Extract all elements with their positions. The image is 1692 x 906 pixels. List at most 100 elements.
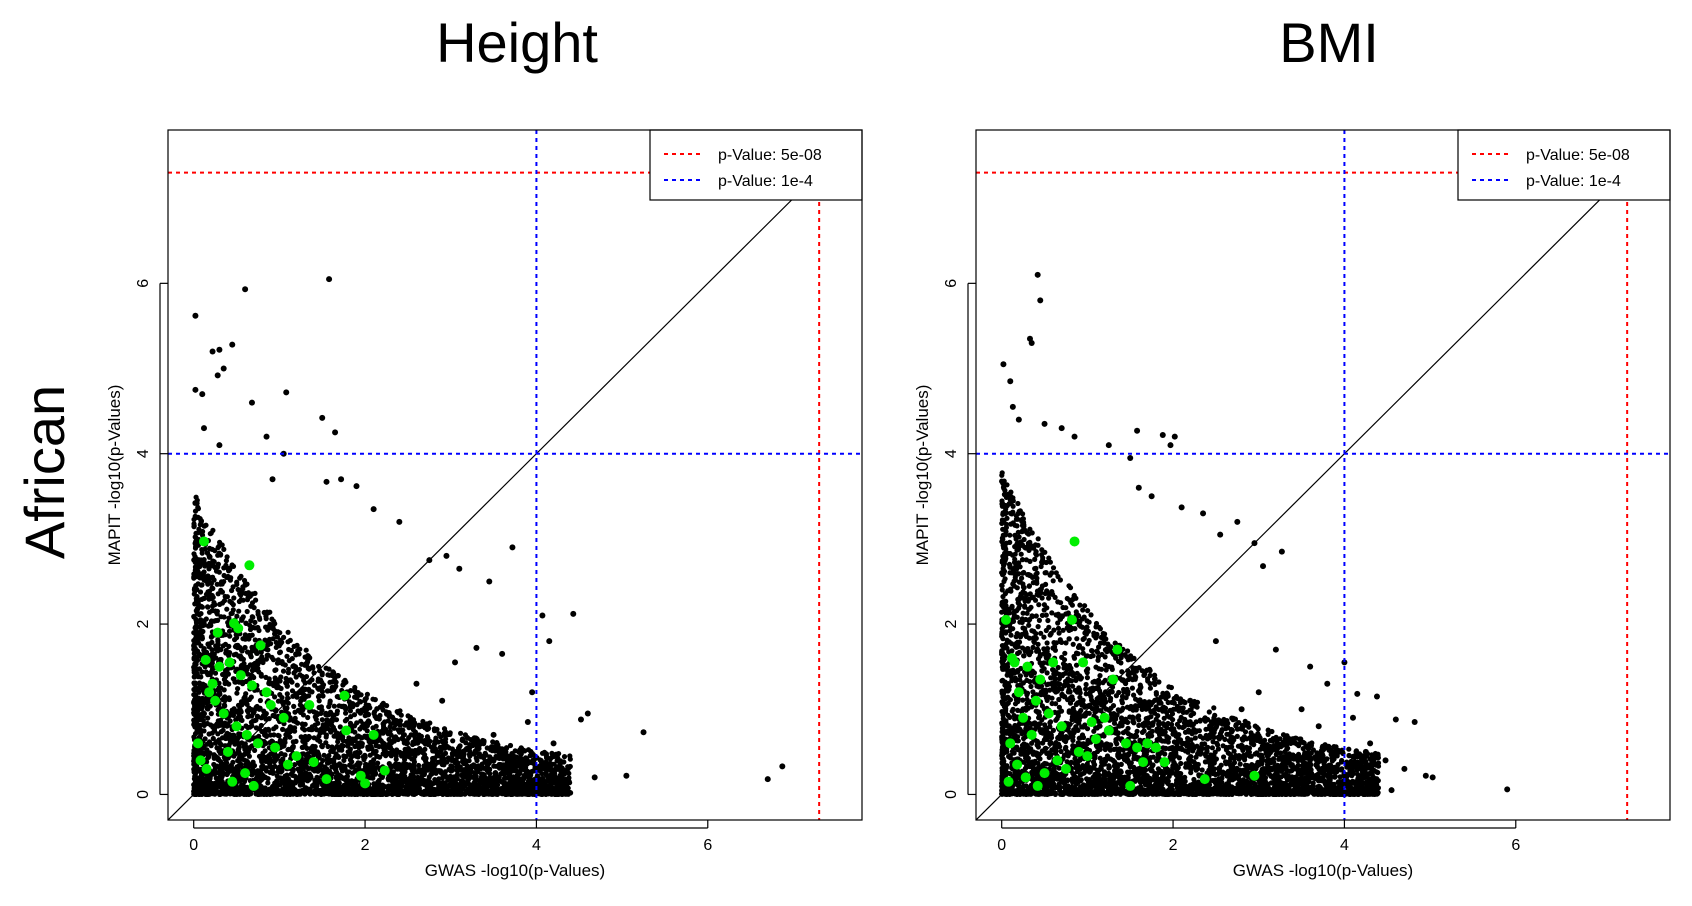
cloud-point: [218, 722, 224, 728]
cloud-point: [402, 787, 408, 794]
cloud-point: [1125, 648, 1131, 654]
cloud-point: [262, 788, 269, 794]
cloud-point: [249, 673, 255, 679]
cloud-point: [302, 662, 308, 668]
cloud-point: [209, 608, 215, 614]
cloud-point: [530, 777, 536, 783]
cloud-point: [375, 779, 381, 785]
cloud-point: [390, 769, 396, 775]
cloud-point: [518, 787, 524, 793]
cloud-point: [538, 758, 544, 764]
cloud-point: [316, 754, 322, 760]
cloud-point: [465, 735, 471, 741]
cloud-point: [342, 705, 348, 711]
cloud-point: [323, 734, 329, 740]
cloud-point: [236, 731, 242, 737]
cloud-point: [422, 725, 428, 731]
cloud-point: [320, 693, 326, 699]
cloud-point: [225, 565, 231, 572]
cloud-point: [479, 764, 485, 770]
cloud-point: [191, 699, 197, 705]
cloud-point: [230, 602, 236, 608]
cloud-point: [208, 711, 214, 717]
cloud-point: [235, 758, 241, 764]
cloud-point: [199, 550, 205, 556]
cloud-point: [543, 751, 550, 757]
cloud-point: [233, 632, 239, 638]
cloud-point: [527, 753, 533, 759]
cloud-point: [391, 791, 397, 797]
cloud-point: [253, 791, 259, 797]
cloud-point: [449, 756, 455, 762]
cloud-point: [401, 766, 407, 772]
cloud-point: [206, 553, 212, 559]
cloud-point: [284, 679, 290, 686]
cloud-point: [402, 778, 408, 784]
highlight-point: [341, 725, 352, 736]
cloud-point: [198, 582, 204, 588]
cloud-point: [493, 771, 499, 777]
data-point: [192, 386, 199, 393]
cloud-point: [243, 723, 249, 729]
cloud-point: [361, 757, 367, 763]
cloud-point: [196, 767, 202, 773]
highlight-point: [235, 670, 246, 681]
cloud-point: [470, 774, 476, 780]
cloud-point: [357, 760, 363, 767]
cloud-point: [496, 754, 502, 760]
cloud-point: [386, 761, 392, 767]
cloud-point: [554, 765, 560, 772]
data-point: [577, 716, 584, 723]
cloud-point: [292, 664, 299, 670]
cloud-point: [396, 729, 403, 735]
cloud-point: [327, 679, 333, 685]
cloud-point: [389, 784, 395, 790]
cloud-point: [457, 743, 463, 749]
cloud-point: [347, 708, 353, 714]
cloud-point: [362, 734, 368, 740]
cloud-point: [296, 666, 302, 673]
cloud-point: [362, 722, 368, 729]
highlight-point: [200, 654, 211, 665]
cloud-point: [497, 777, 503, 783]
cloud-point: [198, 628, 204, 634]
cloud-point: [303, 647, 309, 653]
cloud-point: [455, 750, 461, 756]
cloud-point: [344, 787, 350, 793]
cloud-point: [191, 656, 197, 662]
plot-frame: [167, 129, 863, 821]
cloud-point: [286, 658, 292, 664]
y-axis-label: MAPIT -log10(p-Values): [105, 385, 124, 566]
cloud-point: [239, 782, 245, 788]
cloud-point: [217, 791, 223, 797]
cloud-point: [201, 595, 207, 602]
cloud-point: [194, 609, 200, 615]
data-point: [452, 659, 459, 666]
chart-title: Height: [436, 11, 598, 74]
cloud-point: [411, 774, 417, 780]
data-point: [216, 346, 223, 353]
cloud-point: [319, 744, 325, 750]
cloud-point: [502, 791, 509, 798]
data-point: [220, 365, 227, 372]
cloud-point: [420, 750, 426, 756]
cloud-point: [255, 624, 261, 631]
cloud-point: [396, 761, 402, 767]
cloud-point: [1018, 551, 1024, 557]
cloud-point: [289, 679, 295, 685]
cloud-point: [241, 778, 248, 785]
data-point: [490, 731, 497, 738]
cloud-point: [431, 748, 438, 754]
cloud-point: [328, 720, 334, 726]
cloud-point: [436, 731, 442, 737]
cloud-point: [347, 757, 353, 763]
cloud-point: [191, 781, 198, 787]
cloud-point: [321, 769, 327, 775]
cloud-point: [238, 791, 244, 797]
cloud-point: [386, 773, 392, 779]
cloud-point: [246, 705, 252, 711]
cloud-point: [254, 663, 260, 669]
cloud-point: [1131, 692, 1137, 698]
x-tick-label: 6: [703, 837, 712, 854]
cloud-point: [250, 718, 256, 724]
